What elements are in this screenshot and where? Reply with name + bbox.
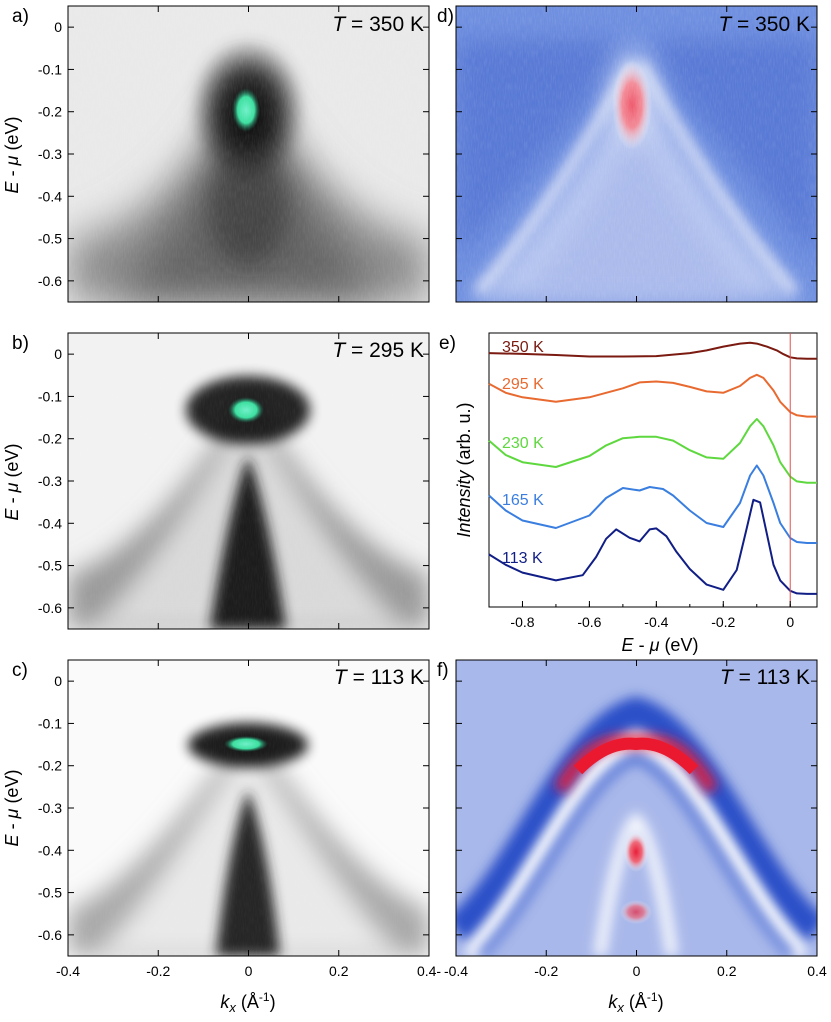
y-tick-label: -0.1 — [38, 715, 62, 731]
y-tick-label: -0.1 — [38, 61, 62, 77]
panel-c-title: T = 113 K — [334, 666, 424, 689]
x-tick-label: 0 — [633, 963, 641, 979]
y-tick-label: -0.3 — [38, 146, 62, 162]
x-tick-label: -0.8 — [510, 614, 534, 630]
panel-c-letter: c) — [12, 660, 28, 681]
panel-d-letter: d) — [437, 6, 454, 27]
panel-a-letter: a) — [12, 6, 29, 27]
panel-e-x-axis: -0.8 -0.6 -0.4 -0.2 0 — [488, 601, 794, 630]
series-line — [488, 498, 817, 595]
series-label: 165 K — [502, 492, 544, 509]
panel-b-image — [68, 333, 429, 629]
panel-c-y-axis: 0 -0.1 -0.2 -0.3 -0.4 -0.5 -0.6 — [38, 673, 429, 943]
panel-e-letter: e) — [439, 333, 456, 354]
panel-f-ticks — [456, 680, 817, 936]
y-tick-label: -0.3 — [38, 800, 62, 816]
series-line — [488, 418, 817, 484]
panel-a-title: T = 350 K — [332, 13, 424, 36]
panel-a: 0 -0.1 -0.2 -0.3 -0.4 -0.5 -0.6 a) T = 350 K E… — [2, 5, 430, 303]
panel-b-letter: b) — [12, 333, 29, 354]
panel-b-title: T = 295 K — [332, 339, 424, 362]
x-tick-label: 0 — [245, 963, 253, 979]
panel-a-y-axis: 0 -0.1 -0.2 -0.3 -0.4 -0.5 -0.6 — [38, 6, 430, 302]
panel-c-xlabel: kx (Å-1) — [220, 990, 275, 1015]
x-tick-label: -0.4 — [444, 963, 468, 979]
panel-c: 0 -0.1 -0.2 -0.3 -0.4 -0.5 -0.6 -0.4 -0.2 0 0.2 0.… — [2, 659, 441, 1015]
y-tick-label: -0.2 — [38, 758, 62, 774]
y-tick-label: 0 — [54, 19, 62, 35]
x-tick-label: 0.4 — [807, 963, 827, 979]
panel-f-letter: f) — [437, 660, 449, 681]
panel-f-title: T = 113 K — [720, 666, 810, 689]
panel-b-ylabel: E - μ (eV) — [2, 444, 22, 521]
panel-e-frame — [488, 332, 818, 608]
panel-b: 0 -0.1 -0.2 -0.3 -0.4 -0.5 -0.6 b) T = 295 K E… — [2, 332, 430, 630]
panel-c-ylabel: E - μ (eV) — [2, 770, 22, 847]
panel-d-image — [456, 6, 817, 302]
x-tick-label: -0.2 — [534, 963, 558, 979]
x-tick-label: -0.2 — [146, 963, 170, 979]
y-tick-label: -0.4 — [38, 188, 62, 204]
series-label: 295 K — [502, 376, 544, 393]
x-tick-label: -0.2 — [711, 614, 735, 630]
panel-e-plot: 350 K 295 K 230 K 165 K 113 K — [488, 333, 817, 607]
y-tick-label: -0.6 — [38, 600, 62, 616]
y-tick-label: -0.5 — [38, 558, 62, 574]
panel-c-image — [68, 660, 429, 956]
x-tick-label: 0.4- — [417, 963, 441, 979]
panel-f: -0.4 -0.2 0 0.2 0.4 f) T = 113 K kx (Å-1) — [437, 659, 827, 1015]
y-tick-label: 0 — [54, 346, 62, 362]
x-tick-label: -0.4 — [644, 614, 668, 630]
panel-d-ticks — [455, 6, 818, 302]
panel-f-xlabel: kx (Å-1) — [608, 990, 663, 1015]
panel-e-xlabel: E - μ (eV) — [622, 635, 699, 655]
x-tick-label: 0.2 — [329, 963, 349, 979]
series-label: 113 K — [502, 550, 543, 567]
y-tick-label: -0.6 — [38, 273, 62, 289]
x-tick-label: 0.2 — [717, 963, 737, 979]
y-tick-label: -0.6 — [38, 927, 62, 943]
y-tick-label: -0.3 — [38, 473, 62, 489]
x-tick-label: -0.6 — [577, 614, 601, 630]
y-tick-label: -0.4 — [38, 842, 62, 858]
panel-d-title: T = 350 K — [718, 13, 810, 36]
y-tick-label: -0.5 — [38, 231, 62, 247]
y-tick-label: -0.2 — [38, 104, 62, 120]
panel-b-y-axis: 0 -0.1 -0.2 -0.3 -0.4 -0.5 -0.6 — [38, 333, 430, 629]
x-tick-label: 0 — [786, 614, 794, 630]
y-tick-label: -0.2 — [38, 431, 62, 447]
panel-e-ylabel: Intensity (arb. u.) — [454, 402, 474, 537]
y-tick-label: 0 — [54, 673, 62, 689]
series-label: 230 K — [502, 435, 544, 452]
series-label: 350 K — [502, 339, 544, 356]
panel-a-ylabel: E - μ (eV) — [2, 117, 22, 194]
panel-d: d) T = 350 K — [437, 5, 818, 303]
x-tick-label: -0.4 — [56, 963, 80, 979]
y-tick-label: -0.4 — [38, 515, 62, 531]
panel-f-image — [456, 660, 817, 956]
y-tick-label: -0.1 — [38, 388, 62, 404]
series-line — [488, 373, 817, 418]
series-line — [488, 464, 817, 544]
panel-a-image — [68, 6, 429, 302]
y-tick-label: -0.5 — [38, 885, 62, 901]
panel-c-x-axis: -0.4 -0.2 0 0.2 0.4- — [56, 660, 441, 979]
panel-f-x-axis: -0.4 -0.2 0 0.2 0.4 — [444, 660, 827, 979]
